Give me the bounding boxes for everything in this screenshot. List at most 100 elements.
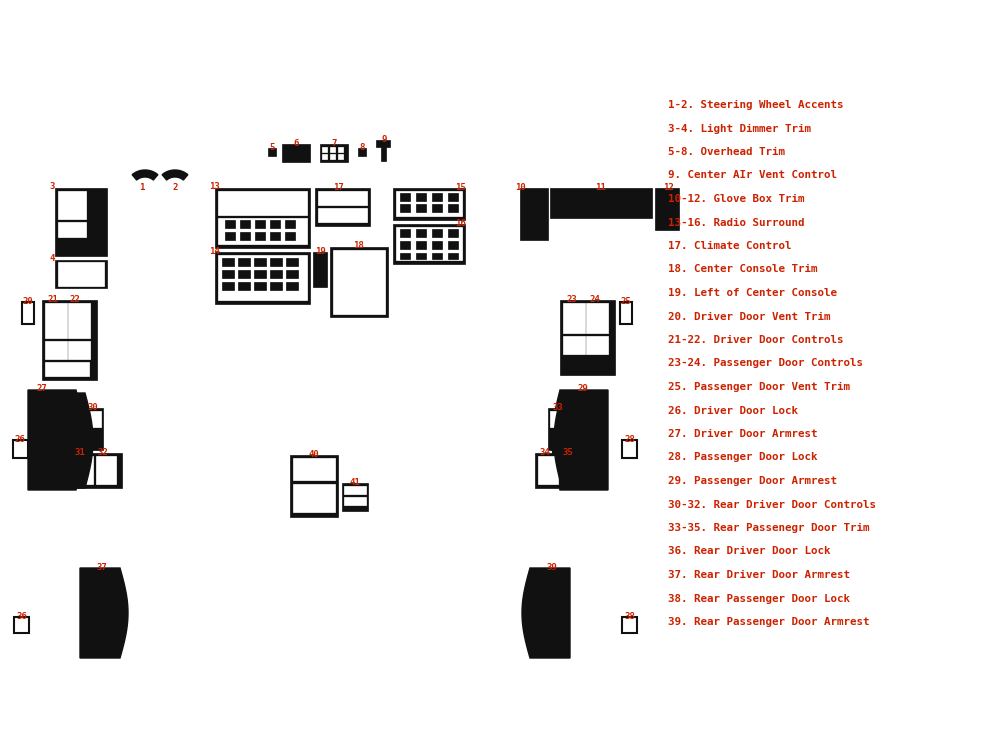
Bar [58,191,86,219]
Text: 26. Driver Door Lock: 26. Driver Door Lock [668,406,798,416]
Text: 16: 16 [455,219,465,228]
Bar [240,220,250,228]
Text: 24: 24 [590,295,600,304]
Polygon shape [132,170,158,180]
Text: 10-12. Glove Box Trim: 10-12. Glove Box Trim [668,194,804,204]
Text: 37. Rear Driver Door Armrest: 37. Rear Driver Door Armrest [668,570,850,580]
Bar [535,453,587,488]
Polygon shape [552,390,608,490]
Text: 3: 3 [49,182,55,191]
Bar [416,253,426,259]
Text: 40: 40 [309,450,319,459]
Bar [222,258,234,266]
Bar [550,188,652,218]
Text: 6: 6 [293,139,299,148]
Text: 14: 14 [210,247,220,256]
Bar [548,408,568,450]
Bar [538,456,558,484]
Bar [448,193,458,201]
Bar [400,229,410,237]
Bar [255,232,265,240]
Bar [85,411,101,427]
Bar [432,229,442,237]
Bar [432,241,442,249]
Text: 30: 30 [88,403,98,412]
Bar [560,300,615,375]
Bar [254,270,266,278]
Bar [448,229,458,237]
Bar [338,154,343,159]
Bar [293,484,335,512]
Text: 21-22. Driver Door Controls: 21-22. Driver Door Controls [668,335,844,345]
Text: 36. Rear Driver Door Lock: 36. Rear Driver Door Lock [668,547,830,556]
Bar [586,336,608,354]
Bar [586,303,608,333]
Bar [313,252,327,287]
Bar [254,258,266,266]
Polygon shape [162,170,188,180]
Bar [318,208,367,222]
Bar [396,227,462,260]
Text: 22: 22 [70,295,80,304]
Bar [318,191,367,205]
Bar [268,148,276,156]
Text: 8: 8 [359,143,365,152]
Bar [622,617,637,633]
Text: 37: 37 [97,563,107,572]
Text: 36: 36 [17,612,27,621]
Bar [448,204,458,212]
Text: 34: 34 [540,448,550,457]
Bar [282,144,310,162]
Bar [286,270,298,278]
Text: 18. Center Console Trim: 18. Center Console Trim [668,265,818,274]
Bar [286,282,298,290]
Bar [270,232,280,240]
Bar [222,282,234,290]
Text: 5-8. Overhead Trim: 5-8. Overhead Trim [668,147,785,157]
Bar [344,486,366,494]
Text: 1: 1 [139,183,145,192]
Text: 13: 13 [210,182,220,191]
Text: 23: 23 [567,295,577,304]
Text: 20. Driver Door Vent Trim: 20. Driver Door Vent Trim [668,311,830,322]
Text: 38: 38 [625,612,635,621]
Bar [238,282,250,290]
Bar [561,456,581,484]
Text: 1-2. Steering Wheel Accents: 1-2. Steering Wheel Accents [668,100,844,110]
Text: 32: 32 [98,448,108,457]
Bar [655,188,679,230]
Text: 17: 17 [333,183,343,192]
Bar [238,270,250,278]
Text: 18: 18 [353,241,363,250]
Bar [342,483,368,511]
Polygon shape [522,568,570,658]
Text: 10: 10 [515,183,525,192]
Bar [270,220,280,228]
Bar [45,362,89,376]
Text: 12: 12 [663,183,673,192]
Bar [322,154,327,159]
Polygon shape [28,390,84,490]
Text: 23-24. Passenger Door Controls: 23-24. Passenger Door Controls [668,358,863,368]
Polygon shape [554,393,592,488]
Text: 39. Rear Passenger Door Armrest: 39. Rear Passenger Door Armrest [668,617,870,627]
Bar [218,218,307,244]
Bar [55,260,107,288]
Text: 31: 31 [75,448,85,457]
Bar [73,456,93,484]
Bar [416,193,426,201]
Text: 4: 4 [49,254,55,263]
Text: 19. Left of Center Console: 19. Left of Center Console [668,288,837,298]
Text: 2: 2 [172,183,178,192]
Bar [293,458,335,480]
Bar [240,232,250,240]
Bar [42,300,97,380]
Bar [315,188,370,226]
Bar [620,302,632,324]
Bar [622,440,637,458]
Text: 33: 33 [553,403,563,412]
Bar [550,411,566,427]
Bar [290,455,338,517]
Text: 11: 11 [595,183,605,192]
Text: 9: 9 [381,135,387,144]
